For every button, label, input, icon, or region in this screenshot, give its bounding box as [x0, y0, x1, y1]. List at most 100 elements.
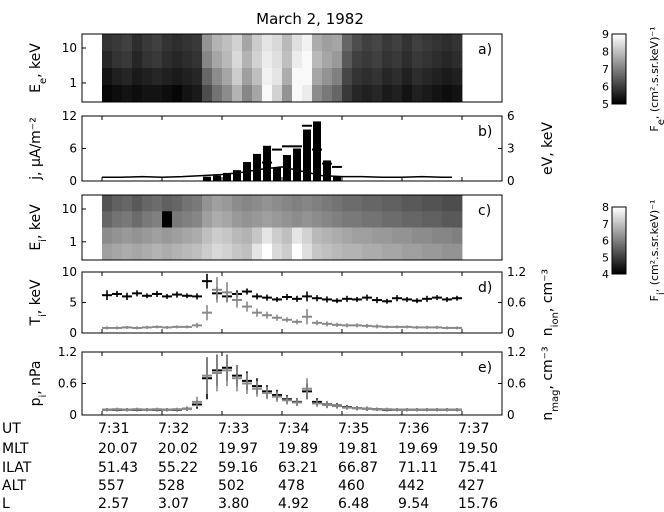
colorbar-tick-label: 9 — [602, 28, 609, 41]
colorbar-segment — [612, 74, 626, 77]
colorbar-segment — [612, 97, 626, 100]
colorbar-frame — [611, 206, 627, 275]
colorbar-segment — [612, 56, 626, 59]
heatmap-cell — [102, 195, 113, 212]
colorbar-segment — [612, 267, 626, 270]
y2-axis-label: eV, keV — [540, 122, 556, 175]
colorbar-label: Fe, (cm².s.sr.keV)⁻¹ — [648, 26, 664, 131]
ephemeris-value: 7:36 — [398, 421, 430, 437]
heatmap-cell — [242, 243, 253, 261]
ephemeris-value: 478 — [278, 478, 305, 494]
heatmap-cell — [222, 34, 233, 52]
heatmap-cell — [192, 211, 203, 228]
heatmap-cell — [172, 243, 183, 261]
heatmap-cell — [322, 51, 333, 69]
current-bar — [323, 160, 331, 181]
heatmap-cell — [352, 195, 363, 212]
heatmap-cell — [452, 85, 463, 103]
y-tick-label: 6 — [69, 142, 77, 156]
colorbar-segment — [612, 44, 626, 47]
y-tick-label: 5 — [69, 296, 77, 310]
ephemeris-value: 66.87 — [338, 460, 378, 476]
ephemeris-value: 20.07 — [98, 441, 138, 457]
heatmap-cell — [292, 195, 303, 212]
ephemeris-value: 9.54 — [398, 496, 429, 512]
heatmap-cell — [412, 195, 423, 212]
heatmap-cell — [192, 243, 203, 261]
y2-axis-label: nmag, cm⁻³ — [540, 346, 561, 420]
heatmap-cell — [262, 34, 273, 52]
heatmap-cell — [322, 34, 333, 52]
heatmap-cell — [242, 227, 253, 245]
colorbar-frame — [611, 33, 627, 105]
heatmap-cell — [252, 85, 263, 103]
current-bar — [273, 167, 281, 181]
heatmap-cell — [142, 51, 153, 69]
heatmap-cell — [212, 227, 223, 245]
heatmap-cell — [182, 243, 193, 261]
heatmap-cell — [232, 51, 243, 69]
y-tick-label: 1 — [69, 235, 77, 249]
colorbar-segment — [612, 90, 626, 93]
heatmap-cell — [102, 34, 113, 52]
y-tick-label: 0 — [69, 174, 77, 188]
heatmap-cell — [422, 227, 433, 245]
heatmap-cell — [222, 85, 233, 103]
colorbar-segment — [612, 102, 626, 105]
heatmap-cell — [352, 85, 363, 103]
heatmap-cell — [302, 34, 313, 52]
heatmap-cell — [152, 85, 163, 103]
colorbar-segment — [612, 98, 626, 101]
heatmap-cell — [422, 211, 433, 228]
colorbar-segment — [612, 48, 626, 51]
heatmap-cell — [322, 243, 333, 261]
heatmap-cell — [282, 227, 293, 245]
ephemeris-value: 63.21 — [278, 460, 318, 476]
colorbar-segment — [612, 210, 626, 213]
heatmap-cell — [432, 195, 443, 212]
heatmap-cell — [152, 34, 163, 52]
heatmap-cell — [252, 51, 263, 69]
ephemeris-value: 15.76 — [458, 496, 498, 512]
ephemeris-value: 19.97 — [218, 441, 258, 457]
heatmap-cell — [132, 211, 143, 228]
heatmap-cell — [162, 243, 173, 261]
colorbar-segment — [612, 69, 626, 72]
heatmap-cell — [402, 34, 413, 52]
heatmap-cell — [362, 34, 373, 52]
heatmap-cell — [172, 68, 183, 86]
heatmap-cell — [212, 243, 223, 261]
ephemeris-value: 7:34 — [278, 421, 310, 437]
heatmap-cell — [402, 195, 413, 212]
heatmap-cell — [112, 68, 123, 86]
heatmap-cell — [172, 211, 183, 228]
heatmap-cell — [212, 68, 223, 86]
heatmap-cell — [232, 195, 243, 212]
heatmap-cell — [252, 243, 263, 261]
colorbar-segment — [612, 233, 626, 236]
heatmap-cell — [172, 227, 183, 245]
heatmap-cell — [262, 51, 273, 69]
heatmap-cell — [372, 51, 383, 69]
heatmap-cell — [242, 211, 253, 228]
heatmap-cell — [392, 211, 403, 228]
colorbar-tick-label: 8 — [602, 201, 609, 214]
panel-label: d) — [478, 280, 492, 296]
heatmap-cell — [292, 85, 303, 103]
colorbar-segment — [612, 263, 626, 267]
heatmap-cell — [292, 51, 303, 69]
heatmap-cell — [382, 51, 393, 69]
heatmap-cell — [182, 51, 193, 69]
heatmap-cell — [302, 68, 313, 86]
heatmap-cell — [142, 243, 153, 261]
colorbar-segment — [612, 258, 626, 262]
ephemeris-value: 20.02 — [158, 441, 198, 457]
colorbar-segment — [612, 70, 626, 73]
ephemeris-value: 557 — [98, 478, 125, 494]
heatmap-cell — [442, 34, 453, 52]
ephemeris-value: 3.07 — [158, 496, 189, 512]
y2-tick-label: 0.6 — [507, 296, 526, 310]
heatmap-cell — [242, 85, 253, 103]
heatmap-cell — [232, 227, 243, 245]
heatmap-cell — [162, 195, 173, 212]
